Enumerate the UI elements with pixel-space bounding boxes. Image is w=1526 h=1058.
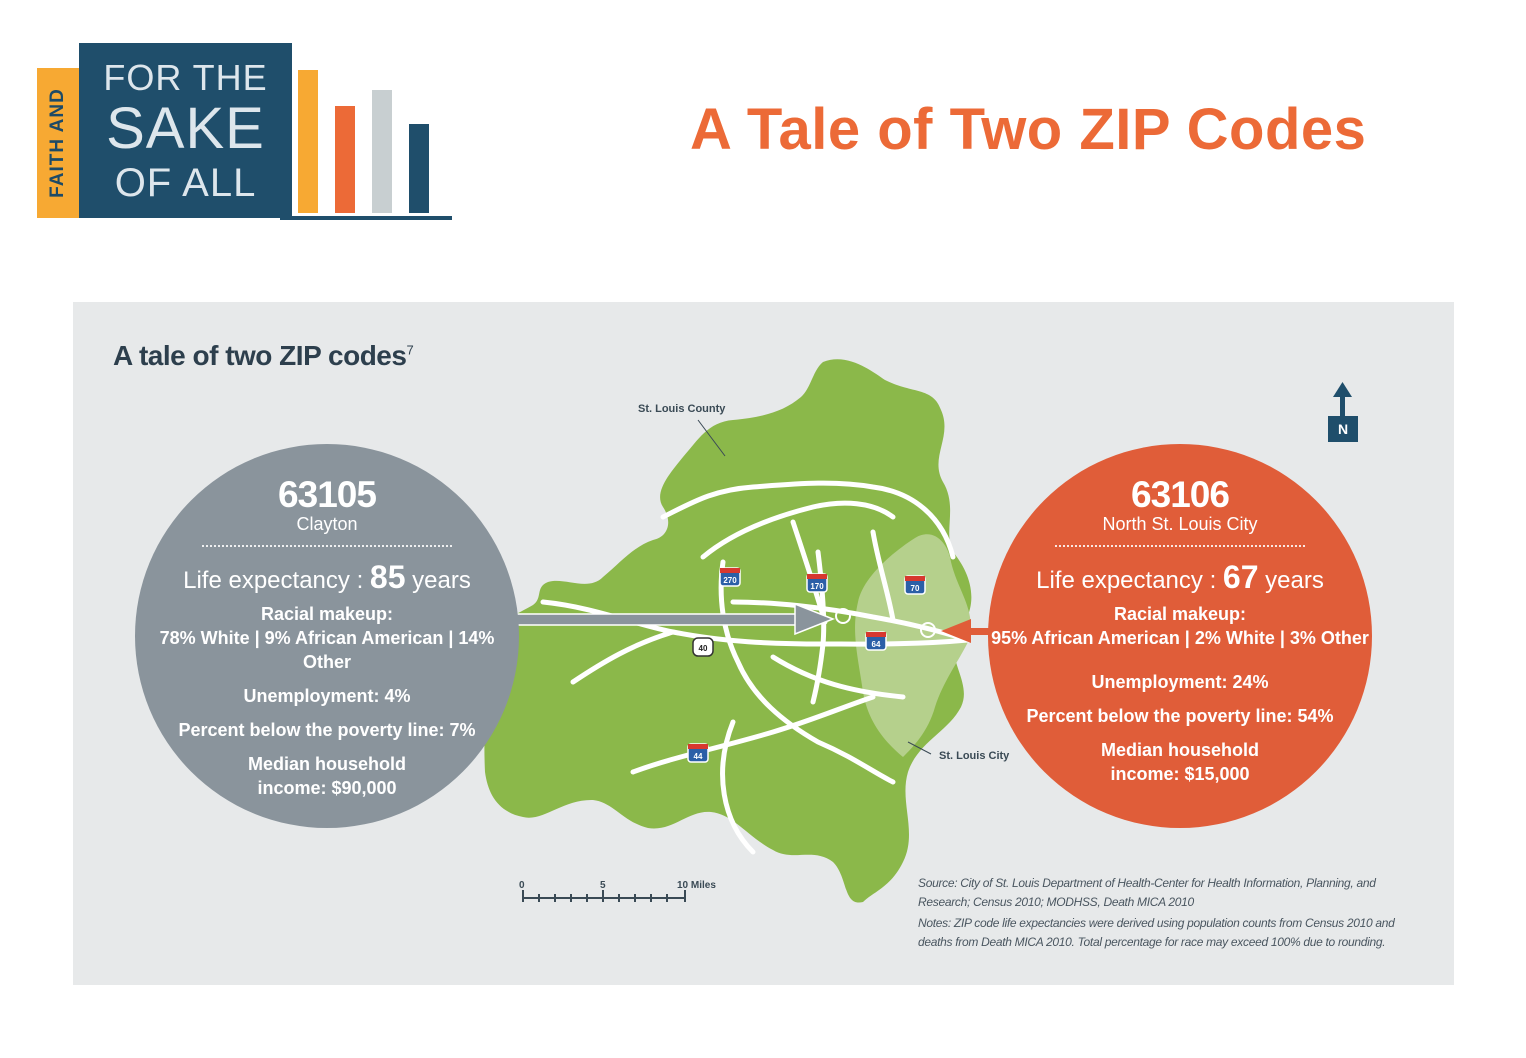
dotted-divider xyxy=(202,545,452,547)
racial-makeup-title: Racial makeup: xyxy=(1113,604,1247,624)
racial-makeup-detail: 78% White | 9% African American | 14% Ot… xyxy=(159,628,495,672)
zip-code: 63106 xyxy=(1131,474,1230,515)
median-income-line-2: income: $90,000 xyxy=(257,778,397,798)
svg-text:40: 40 xyxy=(699,644,708,653)
svg-text:170: 170 xyxy=(810,582,824,591)
zip-code: 63105 xyxy=(278,474,377,515)
life-expectancy-label: Life expectancy : xyxy=(183,567,364,594)
life-expectancy-value: 85 xyxy=(369,559,406,595)
place-name: Clayton xyxy=(296,514,358,534)
life-expectancy: Life expectancy : 85 years xyxy=(135,559,519,596)
scale-label-10: 10 Miles xyxy=(677,880,716,891)
logo: FAITH AND FOR THE SAKE OF ALL xyxy=(37,43,457,223)
svg-text:70: 70 xyxy=(911,584,920,593)
north-city-stats-circle: 63106 North St. Louis City Life expectan… xyxy=(988,444,1372,828)
interstate-270-shield-icon: 270 xyxy=(719,567,741,587)
unemployment: Unemployment: 4% xyxy=(243,686,411,706)
scale-label-0: 0 xyxy=(519,880,525,891)
county-label: St. Louis County xyxy=(638,403,726,415)
north-city-marker xyxy=(920,622,936,638)
logo-bar-yellow xyxy=(298,70,318,213)
life-expectancy-unit: years xyxy=(412,567,471,594)
interstate-64-shield-icon: 64 xyxy=(865,631,887,651)
racial-makeup-detail: 95% African American | 2% White | 3% Oth… xyxy=(991,628,1369,648)
north-city-arrow-icon xyxy=(941,619,990,643)
life-expectancy: Life expectancy : 67 years xyxy=(988,559,1372,596)
interstate-44-shield-icon: 44 xyxy=(687,743,709,763)
logo-wordmark: FOR THE SAKE OF ALL xyxy=(79,43,292,218)
city-label: St. Louis City xyxy=(939,750,1010,762)
unemployment: Unemployment: 24% xyxy=(1091,672,1269,692)
life-expectancy-unit: years xyxy=(1265,567,1324,594)
scale-bar xyxy=(522,890,686,902)
median-income-line-1: Median household xyxy=(247,754,406,774)
city-leader-line xyxy=(907,741,932,755)
page-title: A Tale of Two ZIP Codes xyxy=(690,97,1367,162)
us-40-shield-icon: 40 xyxy=(692,637,714,657)
life-expectancy-value: 67 xyxy=(1222,559,1259,595)
infographic-title-text: A tale of two ZIP codes xyxy=(113,340,407,371)
logo-line-2: SAKE xyxy=(106,96,265,161)
svg-text:44: 44 xyxy=(694,752,703,761)
infographic-title: A tale of two ZIP codes7 xyxy=(113,340,414,372)
poverty-rate: Percent below the poverty line: 7% xyxy=(178,720,476,740)
median-income-line-1: Median household xyxy=(1100,740,1259,760)
clayton-stats-circle: 63105 Clayton Life expectancy : 85 years… xyxy=(135,444,519,828)
county-leader-line xyxy=(697,419,726,457)
logo-bar-orange xyxy=(335,106,355,213)
svg-text:64: 64 xyxy=(872,640,881,649)
interstate-70-shield-icon: 70 xyxy=(904,575,926,595)
poverty-rate: Percent below the poverty line: 54% xyxy=(1026,706,1334,726)
scale-label-5: 5 xyxy=(600,880,606,891)
logo-bar-navy xyxy=(409,124,429,213)
logo-bar-gray xyxy=(372,90,392,213)
highway-network xyxy=(540,480,971,855)
compass-arrow-icon xyxy=(1333,382,1352,418)
infographic-panel: 270 170 70 40 64 44 xyxy=(73,302,1454,985)
logo-bar-chart-icon xyxy=(280,48,452,220)
interstate-170-shield-icon: 170 xyxy=(806,573,828,593)
logo-side-tab: FAITH AND xyxy=(37,68,79,218)
map-graphic: 270 170 70 40 64 44 xyxy=(482,359,1352,903)
logo-line-1: FOR THE xyxy=(103,57,268,98)
highway-shields: 270 170 70 40 64 44 xyxy=(687,567,926,763)
clayton-marker xyxy=(835,608,851,624)
life-expectancy-label: Life expectancy : xyxy=(1036,567,1217,594)
source-notes: Source: City of St. Louis Department of … xyxy=(918,874,1418,954)
place-name: North St. Louis City xyxy=(1102,514,1258,534)
logo-side-text: FAITH AND xyxy=(47,88,68,198)
compass-north-label: N xyxy=(1328,416,1358,442)
notes-text: Notes: ZIP code life expectancies were d… xyxy=(918,916,1395,949)
median-income-line-2: income: $15,000 xyxy=(1110,764,1250,784)
source-text: Source: City of St. Louis Department of … xyxy=(918,876,1376,909)
svg-text:270: 270 xyxy=(723,576,737,585)
racial-makeup-title: Racial makeup: xyxy=(260,604,394,624)
title-footnote: 7 xyxy=(406,342,414,358)
dotted-divider xyxy=(1055,545,1305,547)
logo-line-3: OF ALL xyxy=(114,161,257,205)
